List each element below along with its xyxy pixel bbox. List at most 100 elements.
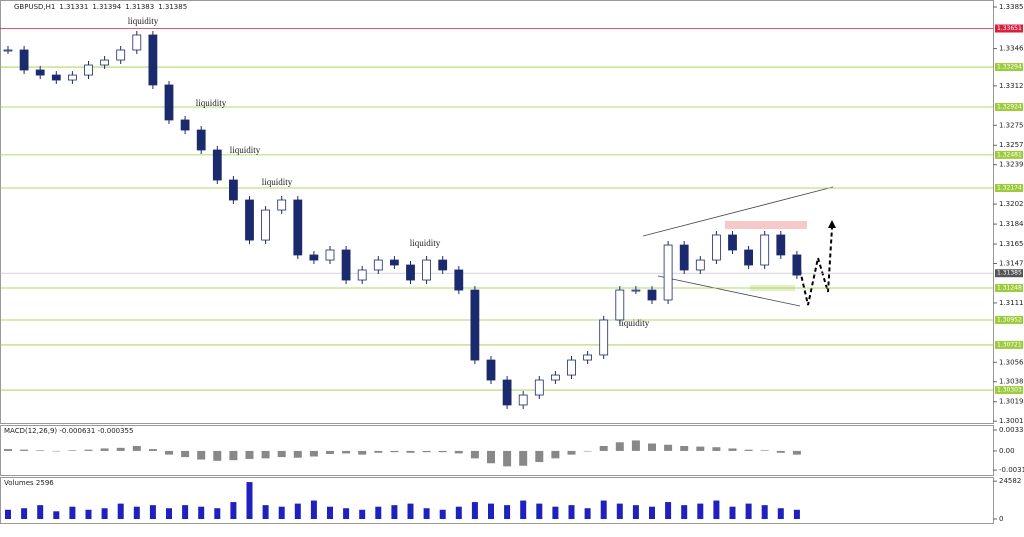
annotation: liquidity [230,145,261,155]
level-label: 1.33294 [997,64,1022,71]
ohlc-value: 1.31394 [92,3,121,11]
candle [148,34,158,86]
y-tick-label: 1.32570 [999,141,1024,149]
macd-bar [696,446,705,451]
volume-title: Volumes 2596 [4,479,54,487]
level-label: 1.32174 [997,185,1022,192]
y-tick-label: 0.00 [999,447,1015,455]
y-tick-label: 1.32755 [999,121,1024,129]
ohlc-value: 1.31331 [59,3,88,11]
macd-bar [664,444,673,451]
volume-bar [649,506,655,519]
y-tick-label: 1.33120 [999,82,1024,90]
macd-bar [728,448,737,451]
candle [35,69,45,76]
price-box [995,269,1023,278]
candle [470,289,480,361]
volume-bar [278,506,285,519]
level-box [995,150,1023,159]
symbol: GBPUSD,H1 [14,3,55,11]
y-tick-label: 1.30560 [999,358,1024,366]
macd-bar [213,450,222,461]
volume-bar [198,506,205,519]
level-box [995,386,1023,395]
macd-bar [648,443,656,451]
volume-bar [375,506,382,519]
level-label: 1.30303 [997,387,1022,394]
y-tick-label: -0.0031 [999,466,1024,474]
macd-bar [261,450,270,459]
level-label: 1.30721 [997,341,1022,348]
y-tick-label: 1.32025 [999,200,1024,208]
macd-bar [422,450,431,453]
level-label: 1.32481 [997,151,1022,158]
channel-top [642,186,834,237]
macd-bar [712,447,721,451]
candle [502,379,512,406]
candle [695,259,705,271]
candle [132,34,142,51]
volume-bar [600,500,607,519]
y-tick-label: 1.30015 [999,417,1024,425]
level-box [995,284,1023,293]
arrow-head [828,220,836,228]
candle [567,359,576,376]
candle [728,234,737,251]
macd-bar [293,450,302,458]
level-label: 1.30952 [997,316,1022,323]
macd-bar [454,450,463,454]
volume-bar [149,505,156,519]
macd-bar [84,449,93,451]
y-tick-label: 1.33465 [999,45,1024,53]
volume-bar [407,503,414,519]
macd-bar [100,448,109,451]
volume-bar [85,509,92,519]
macd-bar [68,450,77,451]
candle [647,289,657,301]
volume-bar [133,506,140,519]
volume-bar [214,508,221,519]
macd-bar [165,450,173,455]
volume-bar [166,508,172,519]
volume-bar [632,505,639,519]
macd-bar [792,450,801,455]
volume-bar [520,500,527,519]
candle [760,234,770,266]
volume-bar [101,508,108,519]
level-label: 1.31248 [997,285,1022,292]
volume-bar [359,509,366,519]
candle [51,74,61,81]
candle [712,234,721,261]
candle [19,49,29,71]
y-tick-label: 0.003386 [999,426,1024,434]
ohlc-value: 1.31385 [158,3,187,11]
volume-bar [761,505,768,519]
candle [663,244,673,301]
y-tick-label: 1.30380 [999,378,1024,386]
volume-bar [182,505,189,519]
candle [116,49,126,61]
macd-title: MACD(12,26,9) -0.000631 -0.000355 [4,427,133,435]
macd-bar [390,450,399,453]
volume-bar [439,509,446,519]
candle [100,59,109,66]
macd-bar [583,450,592,452]
volume-bar [327,506,333,519]
volume-bar [488,503,494,519]
volume-bar [568,505,575,519]
macd-bar [309,450,318,457]
volume-bar [777,508,784,519]
macd-bar [438,450,447,453]
y-tick-label: 1.32390 [999,161,1024,169]
volume-bar [230,502,237,519]
volume-bar [53,511,60,519]
level-label: 1.32924 [997,104,1022,111]
macd-bar [406,450,415,453]
macd-bar [631,440,640,451]
candle [3,49,13,52]
candle [245,199,254,241]
annotation: liquidity [410,238,441,248]
level-box [995,340,1023,349]
macd-bar [20,449,29,451]
